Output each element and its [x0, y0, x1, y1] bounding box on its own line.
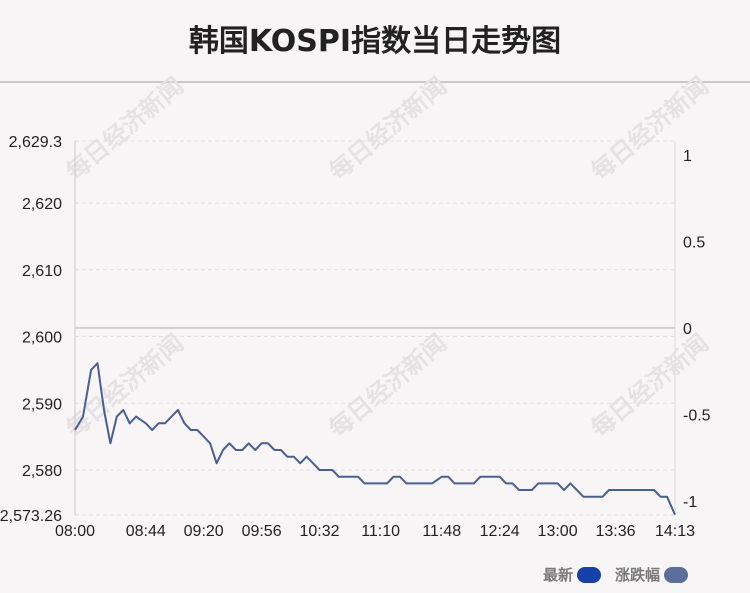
legend-label-change: 涨跌幅: [614, 566, 660, 584]
x-tick-label: 11:10: [361, 523, 400, 540]
y-left-tick-label: 2,620: [22, 196, 62, 213]
y-right-tick-label: -1: [683, 494, 697, 511]
y-right-tick-label: 0: [683, 321, 692, 338]
series-line-latest: [74, 362, 676, 516]
chart-title: 韩国KOSPI指数当日走势图: [188, 24, 562, 59]
x-tick-label: 12:24: [480, 523, 520, 540]
y-axis-left-ticks: 2,573.26 2,580 2,590 2,600 2,610 2,620 2,629.3: [0, 134, 62, 525]
legend-swatch-change: [664, 566, 688, 583]
y-left-tick-label: 2,610: [22, 263, 62, 280]
x-tick-label: 08:00: [55, 523, 95, 540]
legend-item-latest[interactable]: 最新: [543, 564, 601, 585]
x-tick-label: 13:36: [595, 523, 635, 540]
x-tick-label: 11:48: [422, 523, 461, 540]
x-tick-label: 10:32: [299, 523, 339, 540]
watermark-2: 每日经济新闻: [586, 72, 714, 186]
x-tick-label: 14:13: [655, 523, 695, 540]
watermark-3: 每日经济新闻: [61, 329, 189, 443]
legend-label-latest: 最新: [542, 566, 573, 584]
x-axis-ticks: 08:00 08:44 09:20 09:56 10:32 11:10 11:48 12:24…: [55, 523, 695, 540]
y-left-tick-label: 2,590: [22, 396, 62, 413]
y-left-tick-label: 2,600: [22, 330, 62, 347]
y-right-tick-label: 0.5: [683, 234, 705, 251]
x-tick-label: 13:00: [538, 523, 578, 540]
watermark-4: 每日经济新闻: [324, 329, 452, 443]
y-left-tick-label: 2,629.3: [9, 134, 62, 151]
legend-item-change[interactable]: 涨跌幅: [615, 564, 688, 585]
x-tick-label: 09:56: [242, 523, 282, 540]
y-left-tick-label: 2,573.26: [0, 508, 62, 525]
watermark-5: 每日经济新闻: [586, 329, 714, 443]
title-divider: [0, 81, 750, 83]
y-right-tick-label: 1: [683, 148, 692, 165]
legend: 最新 涨跌幅: [543, 564, 688, 585]
watermark-0: 每日经济新闻: [61, 72, 189, 186]
x-tick-label: 09:20: [184, 523, 224, 540]
y-right-tick-label: -0.5: [683, 408, 711, 425]
grid-lines: [75, 140, 675, 516]
y-left-tick-label: 2,580: [22, 463, 62, 480]
y-axis-right-ticks: -1 -0.5 0 0.5 1: [683, 148, 711, 511]
legend-swatch-latest: [576, 566, 601, 583]
watermark-1: 每日经济新闻: [324, 72, 452, 186]
x-tick-label: 08:44: [126, 523, 166, 540]
